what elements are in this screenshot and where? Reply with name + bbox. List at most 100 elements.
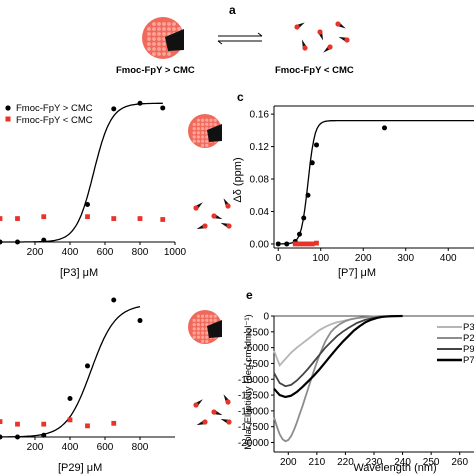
micelle-dot [196, 135, 200, 139]
micelle-dot [152, 27, 156, 31]
micelle-dot [196, 139, 200, 143]
x-tick-label: 800 [132, 247, 149, 258]
plot-b: 200 400 600 800 1000 [0, 100, 187, 258]
monomers-icon-d [193, 394, 232, 426]
micelle-dot [152, 37, 156, 41]
data-point-above-cmc [67, 395, 73, 401]
y-tick-label: -7500 [243, 359, 269, 370]
micelle-dot [196, 127, 200, 131]
x-tick-label: 600 [97, 442, 114, 453]
micelle-dot [201, 127, 205, 131]
data-point-above-cmc [275, 241, 281, 247]
data-point-above-cmc [314, 142, 319, 148]
micelle-dot [205, 318, 209, 322]
y-tick-label: -10000 [238, 375, 270, 386]
data-point-below-cmc [314, 240, 319, 246]
micelle-dot [162, 22, 166, 26]
micelle-dot [162, 32, 166, 36]
micelle-dot [196, 323, 200, 327]
y-tick-label: 0.00 [250, 239, 270, 250]
legend-marker-below [5, 116, 11, 122]
monomers-icon-b [193, 198, 232, 230]
x-tick-label: 200 [280, 457, 297, 468]
y-tick-label: -15000 [238, 406, 270, 417]
legend-label-P29: P29 [463, 333, 474, 344]
spectrum-line-P7 [273, 314, 403, 399]
xlabel-d: [P29] μM [58, 462, 102, 474]
x-tick-label: 600 [97, 247, 114, 258]
legend-label-below: Fmoc-FpY < CMC [16, 115, 93, 126]
data-point-below-cmc [41, 214, 47, 220]
micelle-dot [205, 122, 209, 126]
xlabel-b: [P3] μM [60, 267, 98, 279]
data-point-below-cmc [85, 214, 90, 220]
micelle-dot [205, 127, 209, 131]
micelle-dot [157, 32, 161, 36]
data-point-above-cmc [0, 239, 3, 245]
data-point-above-cmc [382, 125, 387, 131]
micelle-dot [201, 139, 205, 143]
data-point-below-cmc [111, 216, 117, 221]
micelle-dot [205, 323, 209, 327]
x-tick-label: 1000 [164, 247, 187, 258]
micelle-dot [147, 47, 151, 51]
micelle-dot [162, 47, 166, 51]
micelle-dot [213, 314, 217, 318]
micelle-dot [209, 122, 213, 126]
data-point-below-cmc [41, 421, 47, 427]
caption-below-cmc: Fmoc-FpY < CMC [275, 65, 354, 76]
micelle-dot [192, 122, 196, 126]
monomer-head [226, 419, 232, 425]
micelle-dot [162, 27, 166, 31]
micelle-dot [157, 27, 161, 31]
y-tick-label: -20000 [238, 438, 270, 449]
monomer-head [327, 44, 333, 50]
y-tick-label: 0.08 [250, 175, 270, 186]
micelle-dot [196, 331, 200, 335]
equilibrium-arrows-icon [217, 32, 263, 45]
micelle-dot [196, 314, 200, 318]
micelle-dot [201, 331, 205, 335]
y-tick-label: 0.04 [250, 207, 270, 218]
monomer-head [211, 409, 217, 415]
monomer-head [193, 402, 199, 408]
data-point-above-cmc [301, 215, 307, 221]
micelle-dot [201, 135, 205, 139]
micelle-icon-b [188, 114, 222, 148]
micelle-dot [196, 327, 200, 331]
x-tick-label: 230 [366, 457, 383, 468]
y-tick-label: 0.16 [250, 110, 270, 121]
micelle-icon-a [142, 17, 184, 59]
data-point-above-cmc [15, 239, 20, 245]
micelle-dot [167, 27, 171, 31]
data-point-above-cmc [41, 432, 47, 438]
micelle-dot [201, 143, 205, 147]
micelle-dot [201, 122, 205, 126]
x-tick-label: 100 [312, 253, 329, 264]
panel-label-a: a [229, 3, 236, 17]
y-tick-label: -2500 [243, 327, 269, 338]
micelle-dot [201, 323, 205, 327]
micelle-dot [152, 32, 156, 36]
y-tick-label: -12500 [238, 391, 270, 402]
fit-curve [0, 306, 141, 438]
x-tick-label: 800 [132, 442, 149, 453]
monomer-head [202, 223, 208, 229]
micelle-dot [205, 143, 209, 147]
micelle-dot [157, 22, 161, 26]
micelle-dot [147, 42, 151, 46]
spectrum-line-P90 [273, 315, 403, 388]
monomer-head [193, 205, 199, 211]
micelle-dot [196, 335, 200, 339]
data-point-above-cmc [284, 241, 290, 247]
micelle-dot [213, 118, 217, 122]
x-tick-label: 200 [27, 247, 44, 258]
data-point-above-cmc [85, 202, 90, 207]
x-tick-label: 0 [275, 253, 281, 264]
data-point-below-cmc [292, 241, 298, 247]
data-point-above-cmc [111, 106, 117, 112]
y-tick-label: 0.12 [250, 142, 270, 153]
legend-label-above: Fmoc-FpY > CMC [16, 103, 93, 114]
x-tick-label: 400 [440, 253, 457, 264]
